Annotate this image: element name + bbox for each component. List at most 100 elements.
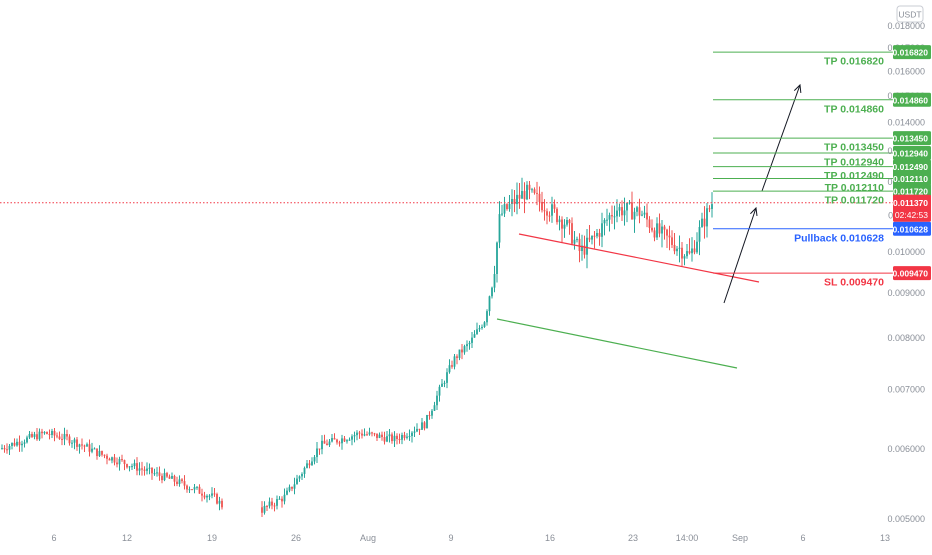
candle-body [338,442,341,444]
candle-body [518,194,521,199]
candle-body [333,438,336,440]
candle-body [18,441,21,446]
price-tick-label: 0.006000 [887,444,925,454]
candle-body [118,459,121,465]
candle-body [368,432,371,435]
candle-body [526,184,528,200]
candle-body [306,463,308,468]
price-tag-bg [893,159,931,174]
candle-body [693,248,696,253]
candle-body [528,184,531,190]
candle-body [196,486,198,488]
candle-body [638,207,641,216]
candle-body [438,386,441,396]
candle-body [708,208,711,210]
candle-body [406,436,408,438]
candle-body [586,237,588,255]
channel-bottom-line[interactable] [496,318,738,369]
level-label-tp: TP 0.013450 [824,142,884,154]
candle-body [291,486,293,489]
channel-top-line[interactable] [518,233,760,283]
candle-body [558,219,561,223]
candle-body [36,434,38,440]
candle-body [678,247,681,249]
candle-body [318,448,321,450]
arrow-head [793,83,802,94]
candle-body [673,244,676,252]
level-label-tp: TP 0.012110 [825,182,885,194]
candle-body [596,232,598,237]
price-tag-tp: 0.014860 [893,92,931,107]
candle-body [421,422,423,430]
candle-body [126,464,128,468]
candle-body [33,434,36,437]
candle-body [508,203,511,210]
candle-body [288,486,291,491]
candle-body [658,223,661,234]
candle-body [696,241,698,253]
candle-body [111,457,113,461]
candle-body [471,337,473,343]
candle-body [706,208,708,227]
candle-body [371,432,373,434]
projection-arrow-1[interactable] [723,206,758,304]
candle-body [436,395,438,406]
candle-body [623,210,626,216]
candle-body [88,444,91,452]
candle-body [461,349,463,353]
price-axis: 0.0180000.0170000.0160000.0150000.014000… [887,21,931,524]
candle-body [356,432,358,436]
time-tick-label: 23 [628,533,638,543]
candle-body [328,441,331,446]
candle-body [11,442,13,446]
time-tick-label: 6 [800,533,805,543]
candle-body [293,484,296,489]
candle-body [523,191,526,200]
currency-badge[interactable]: USDT [896,5,924,23]
current-price-text: 0.011370 [893,198,928,208]
level-label-sl: SL 0.009470 [824,277,884,289]
candle-body [491,287,493,297]
candle-body [46,431,48,435]
price-tag-tp: 0.016820 [893,45,931,60]
price-tag-bg [893,266,931,281]
candle-body [21,443,23,446]
candle-body [53,431,56,436]
time-tick-label: Sep [732,533,748,543]
candle-body [96,448,98,457]
candle-body [428,415,431,417]
candle-body [103,454,106,456]
candle-body [573,239,576,244]
price-tag-bg [893,45,931,60]
candle-body [513,198,516,205]
candle-body [483,322,486,327]
candle-body [501,213,503,215]
candle-body [66,434,68,437]
price-tag-tp: 0.012110 [893,171,931,186]
candle-body [353,435,356,437]
candle-body [116,462,118,465]
candle-body [506,204,508,210]
price-tag-bg [893,92,931,107]
price-tag-text: 0.009470 [893,269,929,279]
candle-body [298,476,301,479]
candle-body [191,489,193,491]
candle-body [283,494,286,502]
candle-body [618,207,621,211]
candle-body [81,444,83,446]
candle-body [273,505,276,507]
candle-body [221,500,223,508]
candle-body [446,372,448,383]
arrow-shaft [723,207,757,304]
candle-body [398,439,401,441]
price-tick-label: 0.005000 [887,514,925,524]
candle-body [566,220,568,225]
candle-body [416,428,418,432]
candle-body [503,204,506,214]
candle-body [346,440,348,442]
candle-body [151,467,153,474]
candle-body [373,433,376,435]
candle-body [153,473,156,475]
